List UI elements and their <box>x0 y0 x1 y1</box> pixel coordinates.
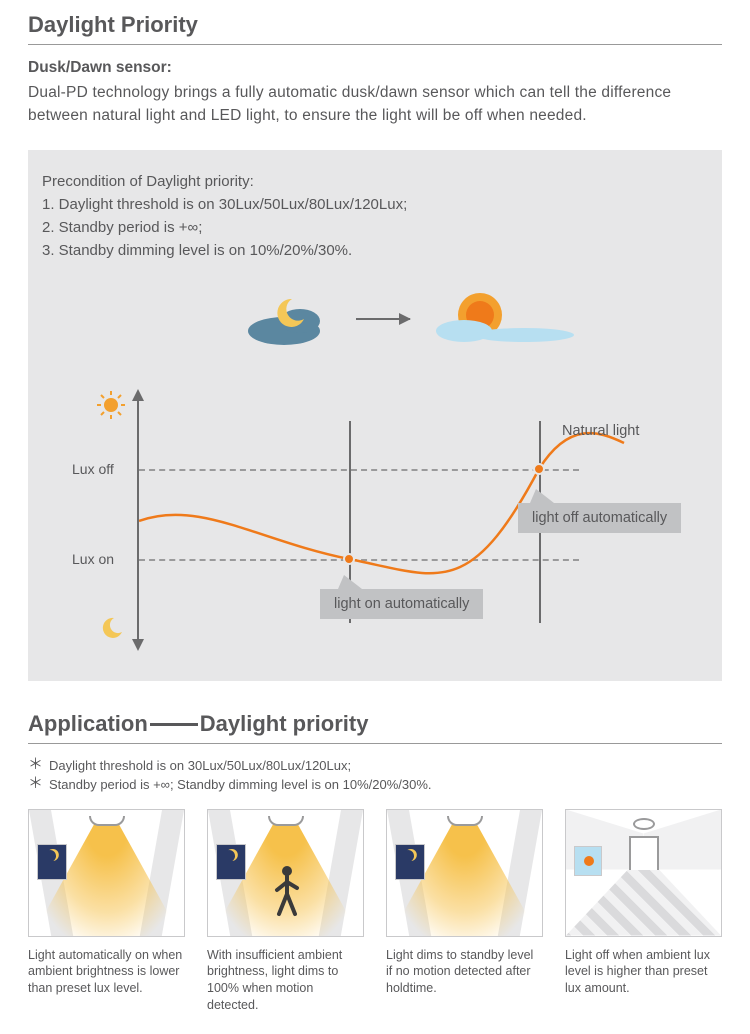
scene-thumb <box>207 809 364 937</box>
lamp-icon <box>268 816 304 826</box>
scene-grid: Light automatically on when ambient brig… <box>28 809 722 1015</box>
scene-caption: Light off when ambient lux level is high… <box>565 947 722 998</box>
moon-icon <box>100 616 124 640</box>
scene-caption: Light dims to standby level if no motion… <box>386 947 543 998</box>
lamp-icon <box>89 816 125 826</box>
lamp-icon <box>447 816 483 826</box>
arrow-icon <box>356 318 410 320</box>
asterisk-icon: ＊ <box>28 775 43 795</box>
window-night-icon <box>395 844 425 880</box>
precond-title: Precondition of Daylight priority: <box>42 170 708 193</box>
scene-thumb <box>565 809 722 937</box>
door-icon <box>629 836 659 872</box>
precondition-panel: Precondition of Daylight priority: 1. Da… <box>28 150 722 681</box>
moon-cloud-icon <box>242 291 332 347</box>
sun-icon <box>97 391 125 419</box>
title-underline <box>150 723 198 726</box>
window-night-icon <box>37 844 67 880</box>
callout-arrow-icon <box>530 489 554 503</box>
person-icon <box>269 864 303 918</box>
window-day-icon <box>574 846 602 876</box>
night-to-day-icons <box>242 291 584 347</box>
asterisk-icon: ＊ <box>28 756 43 776</box>
section-title-daylight: Daylight Priority <box>28 12 722 45</box>
floor <box>566 870 721 936</box>
scene-caption: Light automatically on when ambient brig… <box>28 947 185 998</box>
precond-line-1: 1. Daylight threshold is on 30Lux/50Lux/… <box>42 193 708 216</box>
app-title-left: Application <box>28 711 148 736</box>
scene-caption: With insufficient ambient brightness, li… <box>207 947 364 1015</box>
lamp-icon <box>633 818 655 830</box>
daylight-diagram: Lux off Lux on Natural light light on au… <box>42 291 708 661</box>
callout-off-text: light off automatically <box>532 510 667 526</box>
scene-cell: Light off when ambient lux level is high… <box>565 809 722 1015</box>
lux-on-label: Lux on <box>72 551 114 567</box>
app-title-right: Daylight priority <box>200 711 369 736</box>
bullet-2: Standby period is +∞; Standby dimming le… <box>49 775 432 795</box>
precond-line-3: 3. Standby dimming level is on 10%/20%/3… <box>42 239 708 262</box>
section-title-application: Application Daylight priority <box>28 711 722 744</box>
window-night-icon <box>216 844 246 880</box>
chart-area: Lux off Lux on Natural light light on au… <box>72 391 708 661</box>
callout-light-off: light off automatically <box>518 503 681 533</box>
natural-light-label: Natural light <box>562 423 639 439</box>
dot-light-on <box>343 553 355 565</box>
bullet-1: Daylight threshold is on 30Lux/50Lux/80L… <box>49 756 351 776</box>
scene-thumb <box>386 809 543 937</box>
lux-off-label: Lux off <box>72 461 114 477</box>
intro-block: Dusk/Dawn sensor: Dual-PD technology bri… <box>28 59 722 128</box>
intro-body: Dual-PD technology brings a fully automa… <box>28 81 722 128</box>
scene-thumb <box>28 809 185 937</box>
scene-cell: Light dims to standby level if no motion… <box>386 809 543 1015</box>
callout-on-text: light on automatically <box>334 596 469 612</box>
precond-line-2: 2. Standby period is +∞; <box>42 216 708 239</box>
app-bullets: ＊ Daylight threshold is on 30Lux/50Lux/80… <box>28 756 722 795</box>
callout-arrow-icon <box>338 575 362 589</box>
intro-subtitle: Dusk/Dawn sensor: <box>28 59 722 77</box>
sun-cloud-icon <box>434 291 584 347</box>
scene-cell: Light automatically on when ambient brig… <box>28 809 185 1015</box>
callout-light-on: light on automatically <box>320 589 483 619</box>
scene-cell: With insufficient ambient brightness, li… <box>207 809 364 1015</box>
dot-light-off <box>533 463 545 475</box>
